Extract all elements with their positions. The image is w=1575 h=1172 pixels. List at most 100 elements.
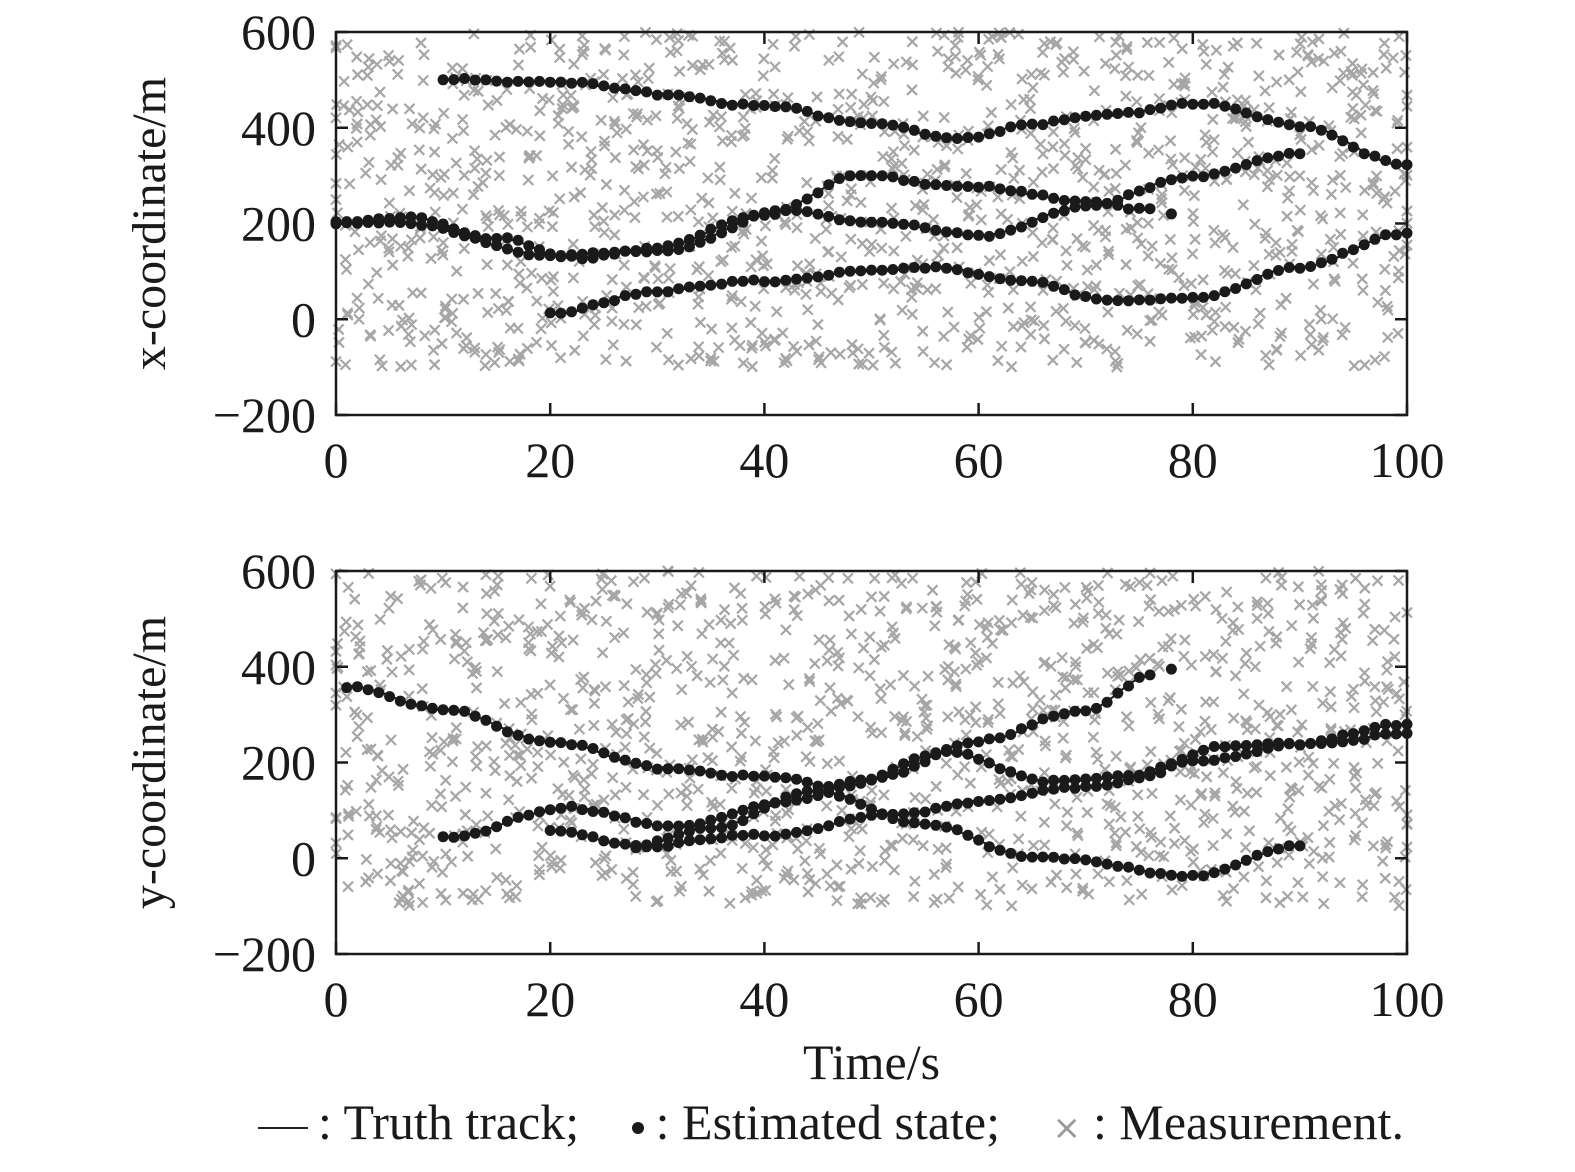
measurement-mark <box>1334 228 1347 241</box>
estimated-state-point <box>876 809 888 821</box>
measurement-mark <box>821 655 833 667</box>
measurement-mark <box>1154 836 1167 848</box>
measurement-mark <box>353 302 366 314</box>
measurement-mark <box>596 646 609 659</box>
measurement-mark <box>1119 159 1132 171</box>
y-tick-label: 0 <box>291 291 316 347</box>
estimated-state-point <box>705 814 717 826</box>
measurement-mark <box>833 88 845 100</box>
measurement-mark <box>1305 176 1318 189</box>
measurement-mark <box>1274 708 1286 721</box>
measurement-mark <box>992 354 1004 367</box>
measurement-mark <box>703 885 715 897</box>
measurement-mark <box>1220 586 1233 598</box>
measurement-mark <box>778 652 790 665</box>
measurement-mark <box>472 85 484 98</box>
estimated-state-point <box>812 208 824 220</box>
measurement-mark <box>704 676 716 689</box>
measurement-layer <box>330 26 1413 373</box>
measurement-mark <box>822 245 835 258</box>
measurement-mark <box>425 582 437 595</box>
measurement-mark <box>1227 800 1239 812</box>
measurement-mark <box>660 161 672 174</box>
estimated-state-point <box>1144 104 1156 116</box>
measurement-mark <box>456 62 469 75</box>
measurement-mark <box>746 674 758 686</box>
estimated-state-point <box>983 128 995 140</box>
estimated-state-point <box>1112 295 1124 307</box>
measurement-mark <box>865 238 878 251</box>
measurement-mark <box>759 340 772 352</box>
estimated-state-point <box>523 240 535 252</box>
measurement-mark <box>460 331 473 344</box>
measurement-mark <box>427 231 440 243</box>
estimated-state-point <box>694 280 706 292</box>
estimated-state-point <box>1005 847 1017 859</box>
measurement-mark <box>1303 318 1316 331</box>
estimated-state-point <box>1369 729 1381 741</box>
measurement-mark <box>780 624 792 636</box>
measurement-mark <box>948 641 961 653</box>
measurement-mark <box>1002 744 1015 757</box>
estimated-state-point <box>737 216 749 228</box>
measurement-mark <box>547 206 560 219</box>
measurement-mark <box>745 342 758 354</box>
estimated-state-point <box>1347 244 1359 256</box>
measurement-mark <box>887 58 900 70</box>
measurement-mark <box>916 602 929 614</box>
measurement-mark <box>1242 136 1255 148</box>
estimated-state-point <box>758 207 770 219</box>
measurement-mark <box>427 624 439 636</box>
measurement-mark <box>651 144 663 157</box>
measurement-mark <box>949 39 962 52</box>
estimated-state-point <box>1123 106 1134 118</box>
estimated-state-point <box>791 205 802 216</box>
measurement-mark <box>1103 185 1115 198</box>
measurement-mark <box>899 727 911 739</box>
measurement-mark <box>556 102 568 115</box>
measurement-mark <box>554 610 567 622</box>
measurement-mark <box>852 358 865 370</box>
estimated-state-point <box>1123 861 1134 873</box>
estimated-state-point <box>951 180 963 192</box>
estimated-state-point <box>919 222 931 234</box>
measurement-mark <box>458 169 471 182</box>
measurement-mark <box>413 877 426 890</box>
measurement-mark <box>1274 330 1286 343</box>
measurement-mark <box>735 751 748 763</box>
measurement-mark <box>1399 174 1412 187</box>
measurement-mark <box>1263 173 1276 186</box>
measurement-mark <box>1036 236 1048 249</box>
estimated-state-point <box>1176 292 1188 304</box>
measurement-mark <box>1367 84 1379 97</box>
measurement-mark <box>1174 765 1187 778</box>
estimated-state-point <box>501 726 513 738</box>
measurement-mark <box>1047 126 1060 138</box>
measurement-mark <box>1103 818 1115 830</box>
measurement-mark <box>1356 209 1369 221</box>
estimated-state-point <box>1262 846 1274 858</box>
estimated-state-point <box>437 222 449 234</box>
measurement-mark <box>940 757 953 770</box>
measurement-mark <box>461 656 474 668</box>
measurement-mark <box>1055 56 1068 68</box>
measurement-mark <box>1389 611 1401 623</box>
measurement-mark <box>1334 150 1346 163</box>
estimated-state-point <box>1380 728 1392 740</box>
measurement-mark <box>713 121 726 133</box>
estimated-state-point <box>791 826 802 838</box>
measurement-mark <box>1252 318 1265 330</box>
estimated-state-point <box>534 806 545 818</box>
measurement-mark <box>1187 207 1199 220</box>
estimated-state-point <box>555 802 567 814</box>
measurement-mark <box>1367 66 1379 79</box>
measurement-mark <box>568 344 581 357</box>
measurement-mark <box>1141 36 1154 49</box>
measurement-mark <box>1263 101 1275 114</box>
measurement-mark <box>969 647 982 659</box>
measurement-mark <box>1088 84 1101 97</box>
estimated-state-point <box>1026 118 1038 130</box>
estimated-state-point <box>908 262 920 273</box>
measurement-mark <box>469 346 481 358</box>
measurement-mark <box>706 653 719 665</box>
